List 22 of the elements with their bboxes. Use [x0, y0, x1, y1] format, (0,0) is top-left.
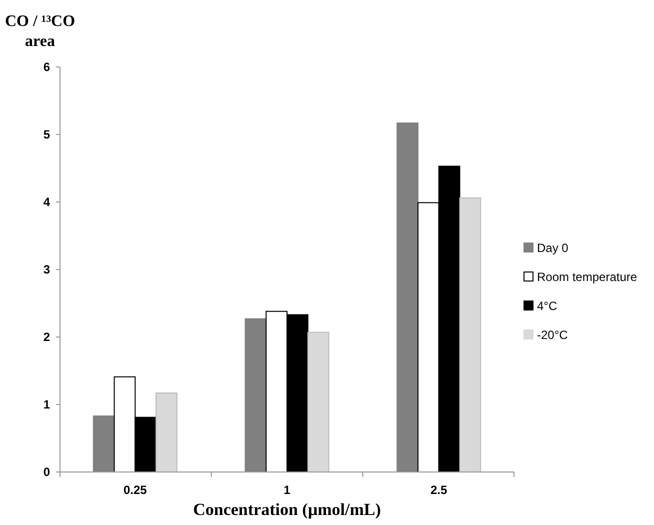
y-tick-label: 6 — [43, 60, 50, 74]
y-axis-title: CO / ¹³CO area — [4, 13, 76, 50]
y-tick-label: 5 — [43, 128, 50, 142]
bar — [307, 332, 330, 472]
bar — [156, 392, 178, 472]
y-tick-label: 0 — [43, 465, 50, 480]
legend-label: Room temperature — [537, 270, 638, 284]
y-tick-label: 1 — [43, 398, 50, 412]
legend-label: Day 0 — [537, 241, 569, 256]
bar — [92, 415, 115, 472]
y-tick-label: 4 — [43, 195, 50, 210]
legend-label: -20°C — [537, 328, 568, 342]
bar — [459, 197, 482, 472]
x-tick-label: 1 — [284, 483, 291, 497]
bar — [396, 122, 418, 472]
bar — [244, 318, 267, 472]
x-tick-label: 0.25 — [123, 483, 148, 497]
x-tick-label: 2.5 — [430, 483, 448, 497]
x-axis-title: Concentration (µmol/mL) — [193, 500, 381, 519]
y-tick-label: 3 — [43, 262, 50, 277]
legend-label: 4°C — [537, 299, 558, 314]
y-tick-label: 2 — [43, 330, 50, 344]
